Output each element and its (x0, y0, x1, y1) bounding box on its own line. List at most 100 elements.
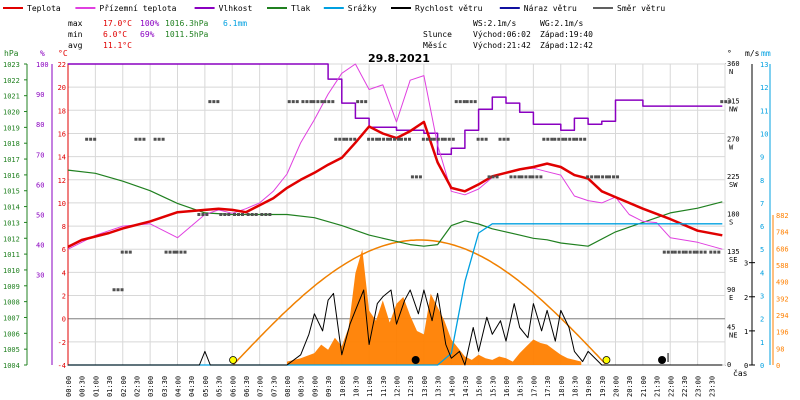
legend-item: Náraz větru (524, 4, 577, 13)
info-moonset: Západ:12:42 (540, 41, 593, 50)
wind-direction-dot (692, 250, 696, 254)
stats-avg-label: avg (68, 41, 83, 50)
dir-tick-label: 225 (727, 173, 740, 181)
dir-name-label: SE (729, 256, 737, 264)
wind-direction-dot (227, 213, 231, 216)
wind-direction-dot (323, 100, 327, 104)
wind-direction-dot (451, 137, 455, 141)
rain-tick-label: 13 (760, 61, 768, 69)
x-tick-label: 10:00 (339, 376, 347, 397)
dir-tick-label: 315 (727, 98, 740, 106)
wind-direction-dot (480, 137, 484, 141)
hum-tick-label: 60 (36, 181, 44, 189)
dir-name-label: NE (729, 331, 737, 339)
wind-direction-dot (389, 137, 393, 141)
hum-tick-label: 90 (36, 91, 44, 99)
wind-direction-dot (594, 175, 598, 179)
moonrise-marker (658, 356, 667, 364)
series-teplota (67, 120, 723, 249)
press-tick-label: 1011 (3, 251, 20, 259)
dir-name-label: W (729, 143, 734, 151)
press-axis-unit: hPa (4, 49, 19, 58)
wind-direction-dot (476, 137, 480, 141)
wind-direction-dot (138, 137, 142, 141)
wind-direction-dot (421, 137, 425, 141)
hum-tick-label: 70 (36, 151, 44, 159)
dir-tick-label: 0 (727, 361, 731, 369)
wind-direction-dot (312, 100, 316, 104)
x-tick-label: 15:00 (476, 376, 484, 397)
x-tick-label: 14:30 (462, 376, 470, 397)
x-tick-label: 12:30 (407, 376, 415, 397)
press-tick-label: 1023 (3, 61, 20, 69)
dir-tick-label: 90 (727, 286, 735, 294)
x-tick-label: 20:00 (613, 376, 621, 397)
x-tick-label: 22:30 (681, 376, 689, 397)
x-tick-label: 09:30 (325, 376, 333, 397)
wind-direction-dot (608, 175, 612, 179)
dir-axis-unit: ° (727, 49, 732, 58)
wind-direction-dot (85, 137, 89, 141)
wind-direction-dot (386, 137, 390, 141)
press-tick-label: 1006 (3, 330, 20, 338)
wind-direction-dot (583, 137, 587, 141)
x-tick-label: 02:00 (120, 376, 128, 397)
press-tick-label: 1009 (3, 283, 20, 291)
dir-tick-label: 270 (727, 135, 740, 143)
wind-direction-dot (681, 250, 685, 254)
sun-elevation-curve (232, 239, 606, 366)
rain-axis-unit: mm (761, 49, 771, 58)
wind-direction-dot (254, 213, 258, 216)
wind-direction-dot (197, 213, 201, 216)
wind-direction-dot (345, 137, 349, 141)
x-tick-label: 11:00 (366, 376, 374, 397)
wind-direction-dot (684, 250, 688, 254)
wind-direction-dot (327, 100, 331, 104)
wind-direction-dot (153, 137, 157, 141)
hum-tick-label: 30 (36, 272, 44, 280)
sun-tick-label: 686 (776, 245, 789, 253)
x-tick-label: 02:30 (133, 376, 141, 397)
wind-direction-dot (673, 250, 677, 254)
wind-direction-dot (120, 288, 124, 292)
series-srazky (68, 223, 723, 366)
temp-tick-label: 22 (58, 61, 66, 69)
temp-tick-label: 8 (62, 223, 66, 231)
series-rychlost-vetru (68, 289, 723, 366)
wind-direction-dot (142, 137, 146, 141)
legend: Teplota Přízemní teplota Vlhkost Tlak Srážky… (3, 4, 665, 13)
wind-direction-dot (612, 175, 616, 179)
x-tick-label: 04:00 (175, 376, 183, 397)
temp-tick-label: 0 (62, 316, 66, 324)
legend-item: Rychlost větru (415, 4, 483, 13)
wind-direction-dot (128, 250, 132, 254)
wind-direction-dot (168, 250, 172, 254)
info-moon-label: Měsíc (423, 41, 447, 50)
wind-direction-dot (717, 250, 721, 254)
wind-direction-dot (429, 137, 433, 141)
sun-tick-label: 784 (776, 229, 789, 237)
legend-item: Vlhkost (219, 4, 253, 13)
wind-direction-dot (403, 137, 407, 141)
wind-direction-dot (473, 100, 477, 104)
rain-tick-label: 7 (760, 200, 764, 208)
wind-direction-dot (561, 137, 565, 141)
press-tick-label: 1017 (3, 156, 20, 164)
wind-direction-dot (393, 137, 397, 141)
info-sunset: Západ:19:40 (540, 30, 593, 39)
wind-tick-label: 1 (744, 328, 748, 336)
wind-direction-dot (575, 137, 579, 141)
wind-direction-dot (116, 288, 120, 292)
x-tick-label: 17:30 (544, 376, 552, 397)
stats-avg-temp: 11.1°C (103, 41, 132, 50)
wind-direction-dot (469, 100, 473, 104)
sunrise-marker (229, 356, 237, 364)
sun-tick-label: 196 (776, 329, 789, 337)
wind-direction-dot (342, 137, 346, 141)
wind-direction-dot (531, 175, 535, 179)
x-tick-label: 05:30 (216, 376, 224, 397)
x-tick-label: 06:30 (243, 376, 251, 397)
x-tick-label: 18:30 (571, 376, 579, 397)
wind-direction-dot (506, 137, 510, 141)
wind-direction-dot (212, 100, 216, 104)
